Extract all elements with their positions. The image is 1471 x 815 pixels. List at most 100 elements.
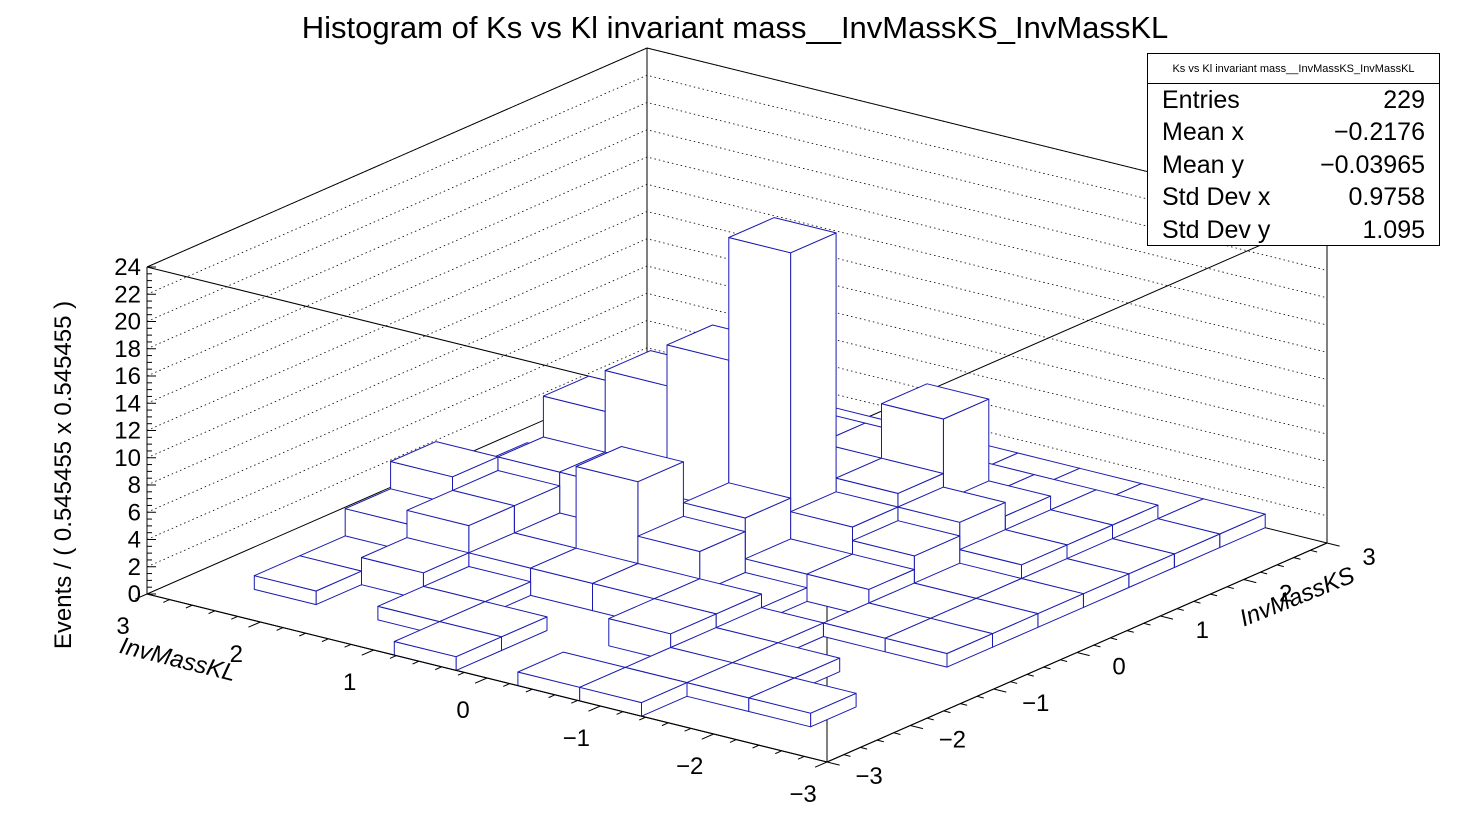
- bar-face-top: [608, 598, 717, 635]
- x-tick-label: 1: [1196, 617, 1209, 644]
- y-tick-label: 2: [230, 641, 243, 668]
- y-tick: [321, 638, 329, 643]
- y-tick: [616, 711, 624, 715]
- x-tick: [1260, 571, 1268, 575]
- bar-face-top: [637, 515, 746, 552]
- x-tick: [943, 710, 951, 714]
- x-tick: [893, 732, 901, 735]
- stats-row-entries: Entries 229: [1148, 84, 1439, 117]
- x-tick-label: 0: [1112, 654, 1125, 681]
- bar-face-top: [728, 217, 837, 254]
- stats-row-std-x: Std Dev x 0.9758: [1148, 182, 1439, 215]
- bar-face-top: [790, 491, 899, 528]
- x-tick: [1326, 542, 1340, 547]
- bar-face-top: [390, 441, 499, 478]
- x-tick: [1043, 666, 1051, 670]
- stats-box: Ks vs Kl invariant mass__InvMassKS_InvMa…: [1147, 53, 1440, 246]
- stats-title: Ks vs Kl invariant mass__InvMassKS_InvMa…: [1148, 54, 1439, 84]
- x-tick: [1210, 593, 1218, 597]
- z-tick-label: 12: [114, 418, 141, 445]
- y-tick: [775, 750, 782, 755]
- x-tick: [876, 739, 884, 743]
- y-tick: [548, 694, 556, 699]
- x-tick: [843, 754, 851, 757]
- x-tick: [910, 725, 924, 730]
- bar-face-top: [253, 555, 362, 592]
- y-tick: [503, 683, 510, 687]
- stats-label: Std Dev y: [1162, 215, 1271, 244]
- gridline: [146, 265, 1328, 486]
- y-tick: [185, 604, 193, 609]
- y-axis-label: InvMassKL: [117, 632, 239, 687]
- y-tick: [231, 615, 238, 620]
- z-tick-label: 18: [114, 336, 141, 363]
- x-tick: [960, 703, 968, 706]
- gridline: [146, 211, 1328, 431]
- x-tick-label: −3: [855, 763, 882, 790]
- gridline: [146, 292, 1328, 513]
- stats-label: Entries: [1162, 85, 1240, 114]
- x-tick: [1293, 557, 1301, 560]
- x-tick: [1010, 681, 1018, 684]
- x-tick: [1076, 652, 1090, 657]
- stats-value: 229: [1383, 85, 1425, 114]
- bar: [393, 621, 502, 671]
- stats-row-mean-x: Mean x −0.2176: [1148, 117, 1439, 150]
- x-tick: [1226, 586, 1234, 589]
- stats-label: Mean x: [1162, 118, 1244, 147]
- y-tick: [276, 627, 284, 631]
- y-tick: [435, 666, 442, 671]
- x-tick: [826, 761, 840, 766]
- bar-face-top: [393, 621, 502, 658]
- bar-face-top: [361, 537, 470, 574]
- bar-face-top: [406, 489, 515, 527]
- bar-face-top: [806, 553, 915, 590]
- z-tick-label: 16: [114, 363, 141, 390]
- x-tick-label: −1: [1022, 690, 1049, 717]
- stats-label: Mean y: [1162, 150, 1244, 179]
- bar-face-top: [575, 446, 684, 483]
- bar-face-top: [852, 520, 961, 557]
- x-tick: [1026, 673, 1034, 677]
- y-tick-label: 3: [116, 613, 129, 640]
- y-tick: [412, 660, 420, 665]
- bar-face-top: [881, 383, 990, 420]
- x-tick: [926, 717, 934, 721]
- bar: [884, 617, 993, 668]
- y-tick: [474, 677, 488, 684]
- y-tick: [344, 643, 352, 648]
- x-tick: [860, 746, 868, 750]
- stats-value: −0.03965: [1320, 150, 1425, 179]
- gridline: [146, 347, 1328, 568]
- x-tick-label: 2: [1279, 581, 1292, 608]
- x-tick: [1160, 615, 1174, 620]
- x-tick: [1176, 608, 1184, 611]
- y-tick: [389, 655, 397, 659]
- y-tick: [208, 610, 216, 615]
- stats-label: Std Dev x: [1162, 183, 1271, 212]
- z-tick-label: 2: [128, 554, 141, 581]
- y-tick: [571, 699, 578, 704]
- x-tick: [993, 688, 1007, 693]
- bar-face-top: [959, 529, 1068, 566]
- gridline: [146, 129, 1328, 350]
- bar-face-top: [897, 486, 1006, 523]
- z-tick-label: 4: [128, 527, 141, 554]
- chart-title: Histogram of Ks vs Kl invariant mass__In…: [302, 10, 1169, 45]
- y-tick: [684, 727, 692, 732]
- z-tick-label: 22: [114, 281, 141, 308]
- y-tick-label: −1: [563, 725, 590, 752]
- bars: [253, 217, 1266, 728]
- axes: 024681012141618202224−3−2−10123−3−2−1012…: [114, 254, 1375, 808]
- x-tick-label: −2: [939, 727, 966, 754]
- z-tick-label: 14: [114, 390, 141, 417]
- x-tick: [976, 695, 984, 699]
- gridline: [146, 238, 1328, 459]
- y-tick: [752, 744, 760, 749]
- y-tick: [299, 632, 306, 637]
- stats-value: 1.095: [1362, 215, 1425, 244]
- gridline: [146, 320, 1328, 540]
- bar-face-top: [682, 482, 792, 519]
- stats-row-std-y: Std Dev y 1.095: [1148, 214, 1439, 247]
